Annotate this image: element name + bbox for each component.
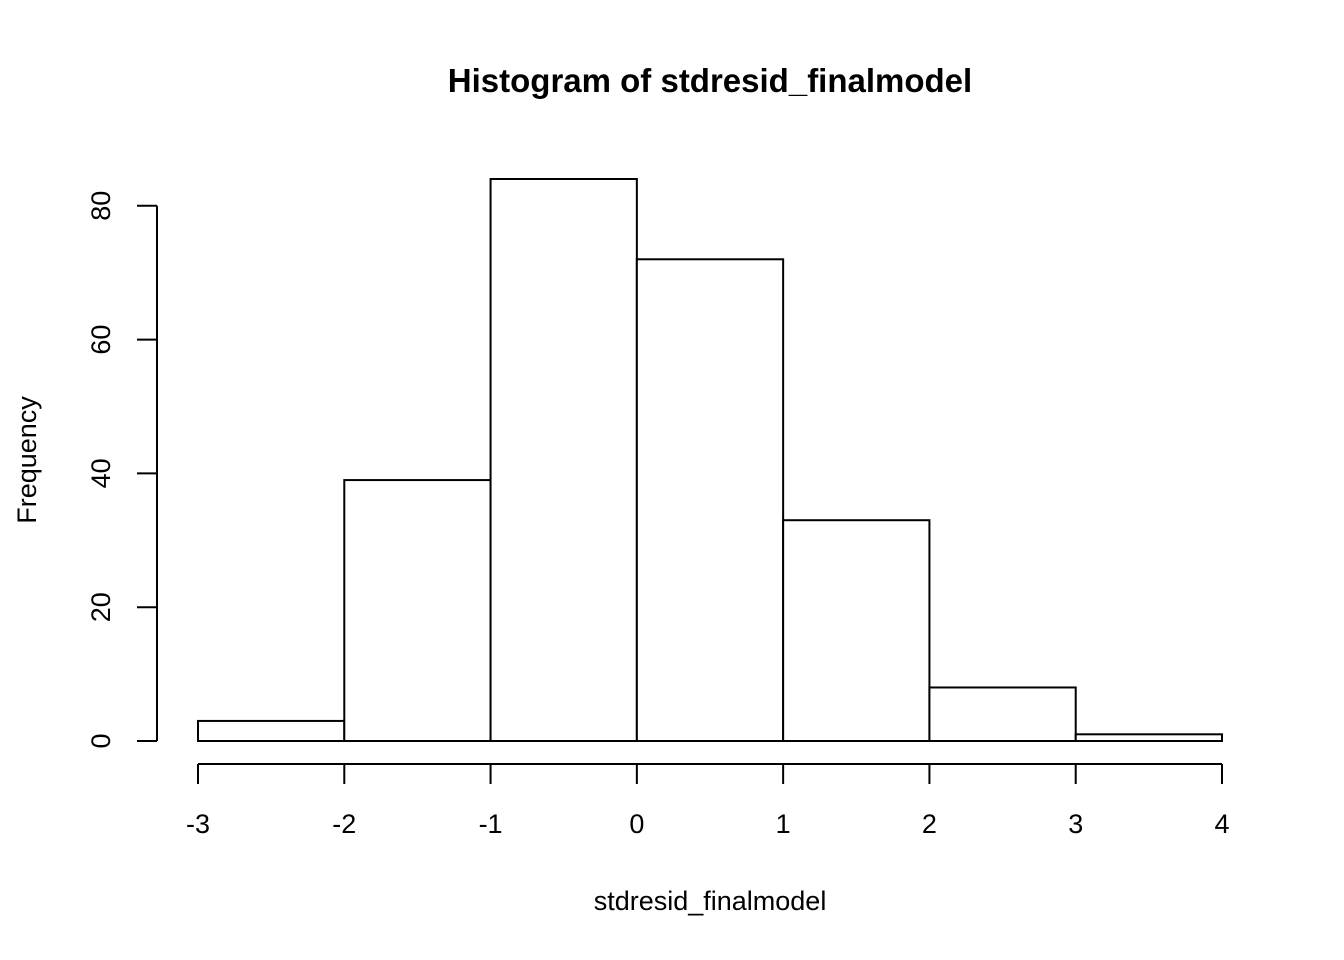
x-tick-label: -2 xyxy=(332,809,356,839)
x-tick-label: 2 xyxy=(922,809,937,839)
histogram-bar xyxy=(489,178,638,742)
bars-group xyxy=(197,178,1223,743)
x-tick-label: 0 xyxy=(629,809,644,839)
histogram-bar xyxy=(782,519,931,743)
histogram-bar xyxy=(1074,733,1223,742)
y-tick-label: 60 xyxy=(86,325,116,355)
y-tick-label: 0 xyxy=(86,733,116,748)
x-tick-label: -3 xyxy=(186,809,210,839)
y-tick-label: 40 xyxy=(86,458,116,488)
chart-title: Histogram of stdresid_finalmodel xyxy=(448,62,972,99)
histogram-bar xyxy=(197,719,346,743)
y-tick-label: 80 xyxy=(86,191,116,221)
histogram-bar xyxy=(928,686,1077,743)
x-tick-label: -1 xyxy=(479,809,503,839)
x-tick-label: 4 xyxy=(1214,809,1229,839)
x-tick-label: 1 xyxy=(776,809,791,839)
y-axis: 0 20 40 60 80 xyxy=(86,191,158,749)
histogram-bar xyxy=(635,258,785,742)
y-tick-label: 20 xyxy=(86,592,116,622)
y-axis-label: Frequency xyxy=(12,396,42,524)
x-axis-label: stdresid_finalmodel xyxy=(594,886,827,916)
x-axis: -3 -2 -1 0 1 2 3 4 xyxy=(186,763,1230,839)
x-tick-label: 3 xyxy=(1068,809,1083,839)
histogram-bar xyxy=(343,479,492,742)
